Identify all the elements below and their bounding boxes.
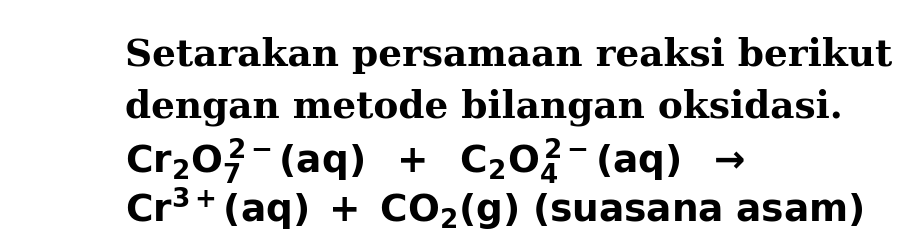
Text: $\mathbf{Cr^{3+}(aq)\ +\ CO_2(g)\ (suasana\ asam)}$: $\mathbf{Cr^{3+}(aq)\ +\ CO_2(g)\ (suasa…: [125, 186, 863, 232]
Text: Setarakan persamaan reaksi berikut: Setarakan persamaan reaksi berikut: [125, 36, 892, 74]
Text: dengan metode bilangan oksidasi.: dengan metode bilangan oksidasi.: [125, 88, 842, 126]
Text: $\mathbf{Cr_2O_7^{\,2-}(aq)\ \ +\ \ C_2O_4^{\,2-}(aq)\ \ \rightarrow}$: $\mathbf{Cr_2O_7^{\,2-}(aq)\ \ +\ \ C_2O…: [125, 136, 744, 186]
